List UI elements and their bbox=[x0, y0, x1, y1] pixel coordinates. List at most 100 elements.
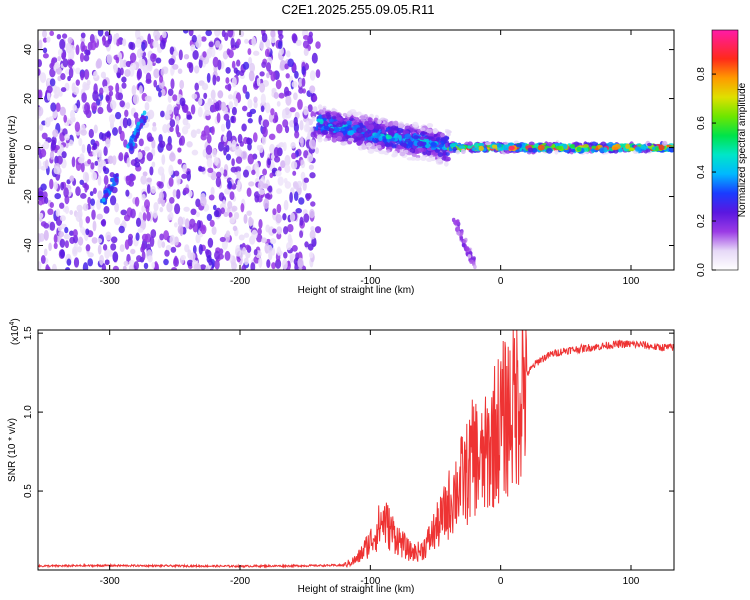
heatmap-blob bbox=[141, 205, 146, 213]
heatmap-blob bbox=[239, 250, 244, 260]
heatmap-blob bbox=[123, 214, 131, 222]
heatmap-blob bbox=[265, 102, 271, 114]
heatmap-blob bbox=[194, 82, 199, 91]
heatmap-blob bbox=[173, 257, 179, 268]
heatmap-blob bbox=[521, 142, 526, 148]
heatmap-blob bbox=[183, 53, 190, 60]
heatmap-blob bbox=[166, 202, 173, 213]
heatmap-blob bbox=[323, 137, 328, 142]
heatmap-blob bbox=[456, 226, 460, 231]
heatmap-blob bbox=[146, 132, 153, 142]
heatmap-blob bbox=[284, 90, 292, 96]
heatmap-blob bbox=[188, 62, 194, 74]
heatmap-blob bbox=[108, 114, 116, 124]
heatmap-blob bbox=[314, 226, 322, 234]
heatmap-blob bbox=[306, 153, 314, 163]
heatmap-blob bbox=[197, 106, 203, 118]
heatmap-blob bbox=[459, 231, 464, 236]
heatmap-blob bbox=[276, 188, 283, 195]
heatmap-blob bbox=[47, 208, 54, 216]
heatmap-blob bbox=[42, 53, 49, 59]
heatmap-blob bbox=[68, 67, 74, 79]
heatmap-blob bbox=[141, 233, 149, 242]
heatmap-blob bbox=[251, 229, 258, 240]
heatmap-blob bbox=[77, 246, 82, 253]
heatmap-blob bbox=[647, 142, 652, 147]
heatmap-blob bbox=[78, 137, 83, 147]
heatmap-blob bbox=[165, 244, 172, 251]
heatmap-blob bbox=[105, 95, 110, 102]
heatmap-blob bbox=[312, 106, 318, 113]
heatmap-blob bbox=[396, 127, 404, 134]
heatmap-blob bbox=[247, 118, 253, 124]
heatmap-blob bbox=[97, 244, 102, 255]
heatmap-blob bbox=[77, 209, 83, 219]
heatmap-blob bbox=[172, 94, 178, 102]
heatmap-blob bbox=[147, 109, 155, 120]
heatmap-blob bbox=[222, 169, 228, 177]
heatmap-blob bbox=[208, 194, 215, 201]
heatmap-blob bbox=[159, 39, 166, 50]
heatmap-blob bbox=[394, 132, 400, 139]
heatmap-blob bbox=[214, 101, 220, 112]
heatmap-blob bbox=[328, 128, 335, 132]
heatmap-blob bbox=[38, 232, 42, 244]
heatmap-blob bbox=[177, 158, 183, 165]
heatmap-blob bbox=[455, 149, 461, 155]
heatmap-blob bbox=[171, 266, 178, 270]
heatmap-blob bbox=[113, 63, 118, 74]
heatmap-blob bbox=[216, 171, 222, 179]
heatmap-blob bbox=[158, 191, 164, 201]
heatmap-blob bbox=[60, 87, 67, 93]
heatmap-blob bbox=[77, 157, 85, 164]
heatmap-blob bbox=[207, 167, 214, 173]
heatmap-blob bbox=[200, 133, 207, 141]
heatmap-blob bbox=[365, 142, 373, 148]
heatmap-blob bbox=[147, 33, 152, 45]
heatmap-blob bbox=[307, 37, 314, 44]
heatmap-blob bbox=[44, 196, 49, 204]
heatmap-blob bbox=[206, 49, 213, 59]
heatmap-blob bbox=[347, 137, 355, 142]
heatmap-blob bbox=[303, 105, 309, 116]
heatmap-blob bbox=[38, 59, 42, 68]
heatmap-blob bbox=[426, 123, 434, 128]
heatmap-blob bbox=[268, 133, 276, 140]
heatmap-blob bbox=[222, 199, 227, 208]
heatmap-blob bbox=[331, 115, 337, 120]
heatmap-blob bbox=[269, 143, 276, 154]
heatmap-blob bbox=[101, 263, 107, 270]
heatmap-blob bbox=[459, 236, 464, 241]
heatmap-blob bbox=[242, 169, 250, 178]
heatmap-blob bbox=[285, 95, 292, 106]
heatmap-blob bbox=[253, 100, 258, 109]
heatmap-blob bbox=[168, 164, 174, 176]
heatmap-blob bbox=[168, 177, 174, 187]
heatmap-blob bbox=[190, 129, 197, 139]
heatmap-blob bbox=[214, 259, 220, 270]
x-tick-label: -300 bbox=[100, 276, 120, 287]
colorbar-label: Normalized spectral amplitude bbox=[737, 82, 748, 217]
heatmap-blob bbox=[236, 38, 241, 46]
heatmap-blob bbox=[192, 49, 199, 60]
heatmap-blob bbox=[397, 123, 405, 129]
heatmap-blob bbox=[53, 233, 58, 244]
heatmap-blob bbox=[430, 141, 437, 147]
snr-panel: -300 -200 -100 0 100 0.5 1.0 1.5 Height of str… bbox=[7, 318, 675, 595]
heatmap-blob bbox=[291, 33, 297, 42]
heatmap-blob bbox=[69, 175, 75, 182]
heatmap-blob bbox=[237, 133, 243, 144]
heatmap-blob bbox=[266, 72, 270, 79]
heatmap-blob bbox=[83, 69, 90, 80]
heatmap-blob bbox=[81, 143, 86, 154]
heatmap-blob bbox=[287, 224, 294, 233]
heatmap-blob bbox=[128, 264, 135, 270]
heatmap-blob bbox=[342, 121, 347, 125]
heatmap-blob bbox=[207, 237, 214, 248]
heatmap-blob bbox=[75, 186, 81, 197]
heatmap-blob bbox=[167, 93, 172, 103]
heatmap-blob bbox=[152, 40, 159, 48]
heatmap-blob bbox=[299, 216, 304, 226]
heatmap-blob bbox=[61, 52, 66, 60]
heatmap-blob bbox=[92, 187, 97, 194]
